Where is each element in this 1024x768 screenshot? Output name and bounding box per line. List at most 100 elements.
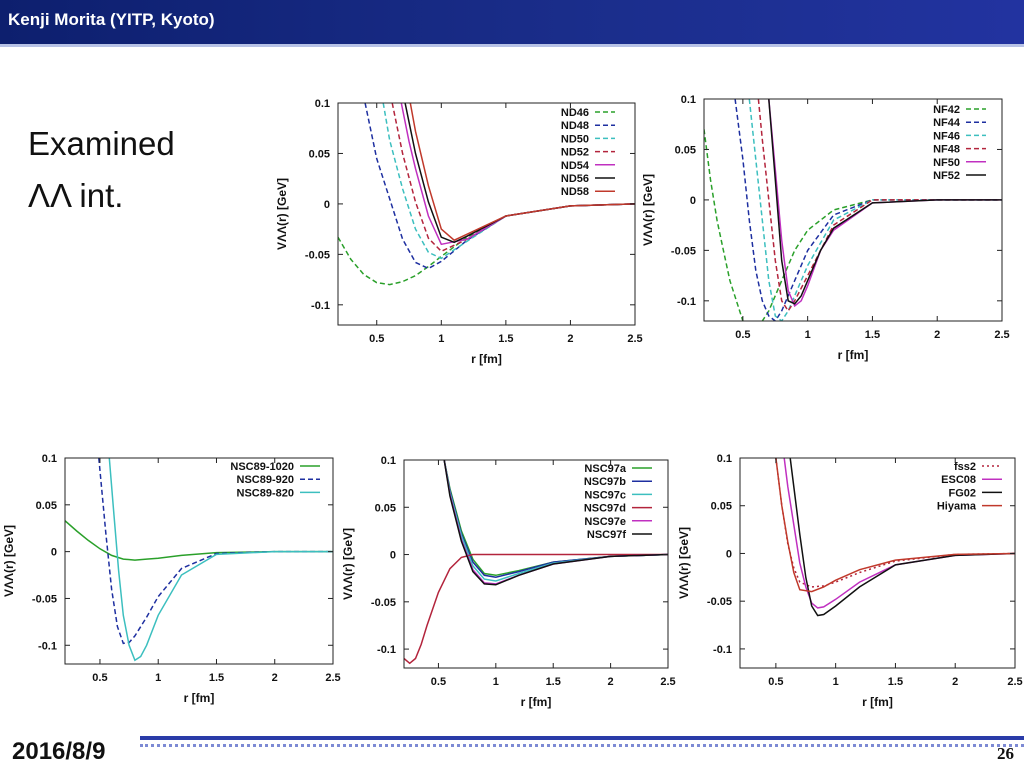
x-tick-label: 0.5 [369, 333, 384, 345]
plot-frame [703, 98, 1003, 322]
legend-label: NSC89-1020 [230, 461, 294, 473]
x-tick-label: 1 [155, 672, 161, 684]
series-line-fg02 [789, 458, 1015, 617]
legend-label: NF42 [933, 104, 960, 116]
legend-label: ESC08 [941, 474, 976, 486]
legend-label: NF52 [933, 170, 960, 182]
legend-label: NSC97c [584, 489, 626, 501]
series-line-fss2 [775, 458, 1015, 588]
y-tick-label: 0.05 [675, 144, 696, 156]
y-tick-label: 0.05 [309, 148, 330, 160]
x-tick-label: 2 [567, 333, 573, 345]
slide-heading: Examined ΛΛ int. [28, 118, 175, 222]
x-tick-label: 1.5 [498, 333, 513, 345]
series-line-nf44 [734, 99, 1002, 321]
y-tick-label: -0.1 [38, 640, 57, 652]
legend-label: NSC97f [587, 529, 626, 541]
x-tick-label: 0.5 [92, 672, 107, 684]
legend-label: NF48 [933, 144, 960, 156]
x-tick-label: 0.5 [768, 676, 783, 688]
series-line-nd46 [338, 203, 635, 286]
x-tick-label: 2 [952, 676, 958, 688]
footer-date: 2016/8/9 [12, 738, 106, 765]
y-tick-label: -0.05 [32, 593, 57, 605]
x-tick-label: 2 [272, 672, 278, 684]
legend-label: ND54 [561, 160, 590, 172]
chart-nf: 0.5 1 1.5 2 2.5 0.1 0.05 0 -0.05 -0.1 r [fm] VΛΛ(r)… [641, 94, 1010, 362]
x-tick-label: 0.5 [735, 329, 750, 341]
series-line-nf52 [768, 99, 1002, 305]
y-tick-label: -0.1 [377, 644, 396, 656]
y-tick-label: 0.1 [42, 453, 57, 465]
plot-frame [337, 102, 636, 326]
x-axis-title: r [fm] [838, 348, 869, 362]
x-axis-title: r [fm] [521, 695, 552, 709]
legend-label: ND50 [561, 133, 589, 145]
x-axis-title: r [fm] [862, 695, 893, 709]
series-line-nf46 [748, 99, 1002, 321]
plot-frame [739, 457, 1016, 669]
x-tick-label: 1 [438, 333, 444, 345]
y-tick-label: 0.05 [36, 500, 57, 512]
x-tick-label: 1 [833, 676, 839, 688]
x-tick-label: 2.5 [1007, 676, 1022, 688]
x-tick-label: 1 [805, 329, 811, 341]
y-tick-label: 0 [726, 548, 732, 560]
x-tick-label: 2.5 [660, 676, 675, 688]
y-tick-label: 0 [690, 195, 696, 207]
legend-label: NSC89-920 [237, 474, 294, 486]
legend-label: NSC89-820 [237, 487, 294, 499]
series-line-nsc97a [443, 460, 668, 577]
x-tick-label: 2 [934, 329, 940, 341]
legend-label: Hiyama [937, 501, 977, 513]
y-tick-label: -0.05 [671, 245, 696, 257]
series-line-nf42 [704, 129, 1002, 321]
y-tick-label: 0.1 [681, 94, 696, 106]
plot-frame [403, 459, 669, 669]
y-tick-label: 0.05 [711, 501, 732, 513]
legend-label: NF44 [933, 117, 961, 129]
y-axis-title: VΛΛ(r) [GeV] [275, 178, 289, 250]
y-axis-title: VΛΛ(r) [GeV] [2, 525, 16, 597]
series-line-nsc97f [443, 460, 668, 586]
header-title: Kenji Morita (YITP, Kyoto) [8, 10, 215, 29]
x-axis-title: r [fm] [184, 691, 215, 705]
legend-label: ND48 [561, 120, 589, 132]
series-line-nsc97b [443, 460, 668, 578]
y-tick-label: 0.1 [315, 98, 330, 110]
series-line-nsc89-820 [108, 458, 333, 662]
y-tick-label: 0 [390, 550, 396, 562]
legend-label: NSC97e [584, 516, 626, 528]
chart-nsc89: 0.5 1 1.5 2 2.5 0.1 0.05 0 -0.05 -0.1 r [fm] VΛΛ(r)… [2, 453, 341, 705]
legend-label: ND58 [561, 186, 589, 198]
legend-label: NF50 [933, 157, 960, 169]
legend-label: NSC97d [584, 503, 626, 515]
y-tick-label: 0 [51, 547, 57, 559]
series-line-nsc89-1020 [65, 520, 333, 561]
y-tick-label: -0.1 [713, 644, 732, 656]
series-line-nd58 [409, 103, 635, 242]
legend-label: ND52 [561, 147, 589, 159]
footer-rule-dotted [140, 744, 1024, 747]
y-axis-title: VΛΛ(r) [GeV] [341, 528, 355, 600]
series-line-nsc97d [404, 553, 668, 665]
x-tick-label: 0.5 [431, 676, 446, 688]
legend-label: ND46 [561, 107, 589, 119]
x-tick-label: 2 [608, 676, 614, 688]
header-rule [0, 44, 1024, 47]
y-tick-label: -0.1 [311, 300, 330, 312]
y-tick-label: 0.1 [381, 455, 396, 467]
legend-label: FG02 [948, 487, 976, 499]
slide-heading-line-1: Examined [28, 125, 175, 162]
y-tick-label: 0.05 [375, 502, 396, 514]
plot-frame [64, 457, 334, 665]
chart-other: 0.5 1 1.5 2 2.5 0.1 0.05 0 -0.05 -0.1 r [fm] VΛΛ(r)… [677, 453, 1023, 709]
series-line-nsc89-920 [98, 458, 333, 645]
y-tick-label: -0.05 [305, 249, 330, 261]
x-tick-label: 1.5 [888, 676, 903, 688]
y-tick-label: -0.05 [707, 596, 732, 608]
x-tick-label: 1.5 [546, 676, 561, 688]
y-tick-label: 0 [324, 199, 330, 211]
y-tick-label: -0.05 [371, 597, 396, 609]
y-axis-title: VΛΛ(r) [GeV] [641, 174, 655, 246]
